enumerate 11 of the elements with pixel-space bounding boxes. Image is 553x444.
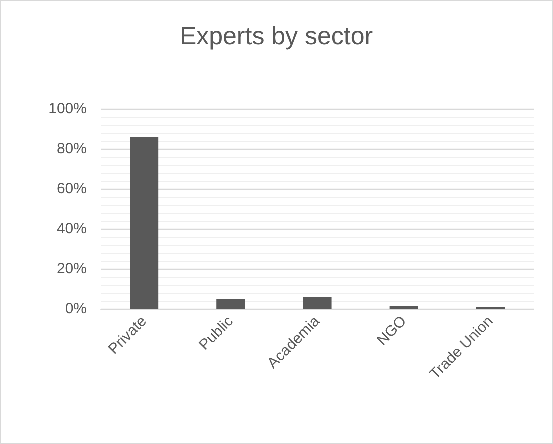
y-tick-label: 40% xyxy=(56,220,87,238)
y-tick-label: 20% xyxy=(56,260,87,278)
bar xyxy=(130,137,159,309)
y-tick-label: 80% xyxy=(56,140,87,158)
bar xyxy=(303,297,332,309)
y-tick-label: 60% xyxy=(56,180,87,198)
y-tick-label: 100% xyxy=(48,100,87,118)
bar xyxy=(216,299,246,309)
y-tick-label: 0% xyxy=(65,300,87,318)
chart-title: Experts by sector xyxy=(180,22,374,50)
bar xyxy=(390,306,418,309)
